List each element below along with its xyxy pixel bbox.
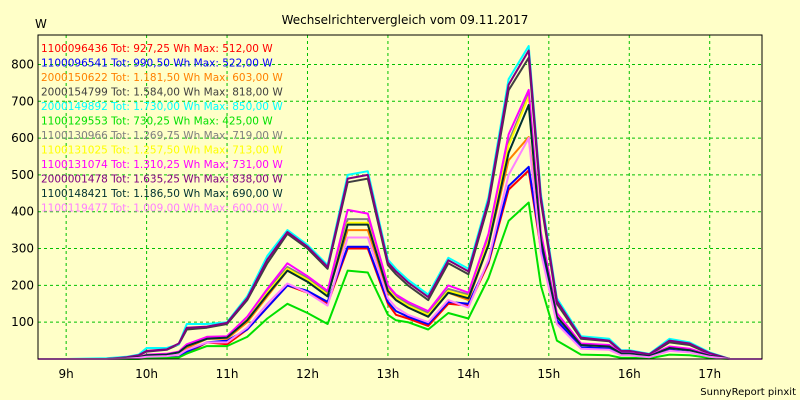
y-tick-label: 200 — [11, 278, 34, 292]
x-tick-label: 14h — [457, 367, 480, 381]
legend-entry-2: 1100096541 Tot: 990,50 Wh Max: 522,00 W — [41, 58, 273, 70]
legend-entry-6: 1100129553 Tot: 730,25 Wh Max: 425,00 W — [41, 116, 273, 128]
x-tick-label: 15h — [537, 367, 560, 381]
plot-frame — [37, 34, 763, 360]
y-axis-unit: W — [35, 17, 47, 31]
legend: 1100096436 Tot: 927,25 Wh Max: 512,00 W 1… — [41, 43, 283, 215]
credit-label: SunnyReport pinxit — [700, 387, 796, 398]
legend-entry-3: 2000150622 Tot: 1.181,50 Wh Max: 603,00 … — [41, 72, 283, 84]
x-tick-label: 13h — [376, 367, 399, 381]
grid — [38, 35, 762, 359]
x-tick-label: 12h — [296, 367, 319, 381]
series-line-12 — [38, 137, 762, 360]
legend-entry-8: 1100131025 Tot: 1.257,50 Wh Max: 713,00 … — [41, 145, 283, 157]
y-tick-label: 400 — [11, 205, 34, 219]
chart-title: Wechselrichtervergleich vom 09.11.2017 — [282, 13, 529, 27]
x-tick-label: 10h — [135, 367, 158, 381]
legend-entry-9: 1100131074 Tot: 1.310,25 Wh Max: 731,00 … — [41, 159, 283, 171]
y-tick-label: 800 — [11, 57, 34, 71]
x-axis-ticks: 9h 10h 11h 12h 13h 14h 15h 16h 17h — [59, 367, 722, 381]
x-tick-label: 17h — [698, 367, 721, 381]
y-tick-label: 600 — [11, 131, 34, 145]
series-line-6 — [38, 201, 762, 360]
series-lines — [38, 45, 762, 360]
series-line-11 — [38, 104, 762, 360]
y-axis-ticks: 100 200 300 400 500 600 700 800 — [11, 57, 34, 329]
legend-entry-1: 1100096436 Tot: 927,25 Wh Max: 512,00 W — [41, 43, 273, 55]
legend-entry-4: 2000154799 Tot: 1.584,00 Wh Max: 818,00 … — [41, 87, 283, 99]
legend-entry-10: 2000001478 Tot: 1.635,25 Wh Max: 838,00 … — [41, 174, 283, 186]
y-tick-label: 500 — [11, 168, 34, 182]
y-tick-label: 300 — [11, 242, 34, 256]
x-tick-label: 16h — [618, 367, 641, 381]
legend-entry-7: 1100130966 Tot: 1.269,75 Wh Max: 719,00 … — [41, 130, 283, 142]
x-tick-label: 9h — [59, 367, 74, 381]
series-line-10 — [38, 49, 762, 360]
legend-entry-12: 1100119477 Tot: 1.009,00 Wh Max: 600,00 … — [41, 203, 283, 215]
x-tick-label: 11h — [216, 367, 239, 381]
legend-entry-11: 1100148421 Tot: 1.186,50 Wh Max: 690,00 … — [41, 188, 283, 200]
y-tick-label: 700 — [11, 94, 34, 108]
y-tick-label: 100 — [11, 315, 34, 329]
legend-entry-5: 2000149892 Tot: 1.730,00 Wh Max: 850,00 … — [41, 101, 283, 113]
